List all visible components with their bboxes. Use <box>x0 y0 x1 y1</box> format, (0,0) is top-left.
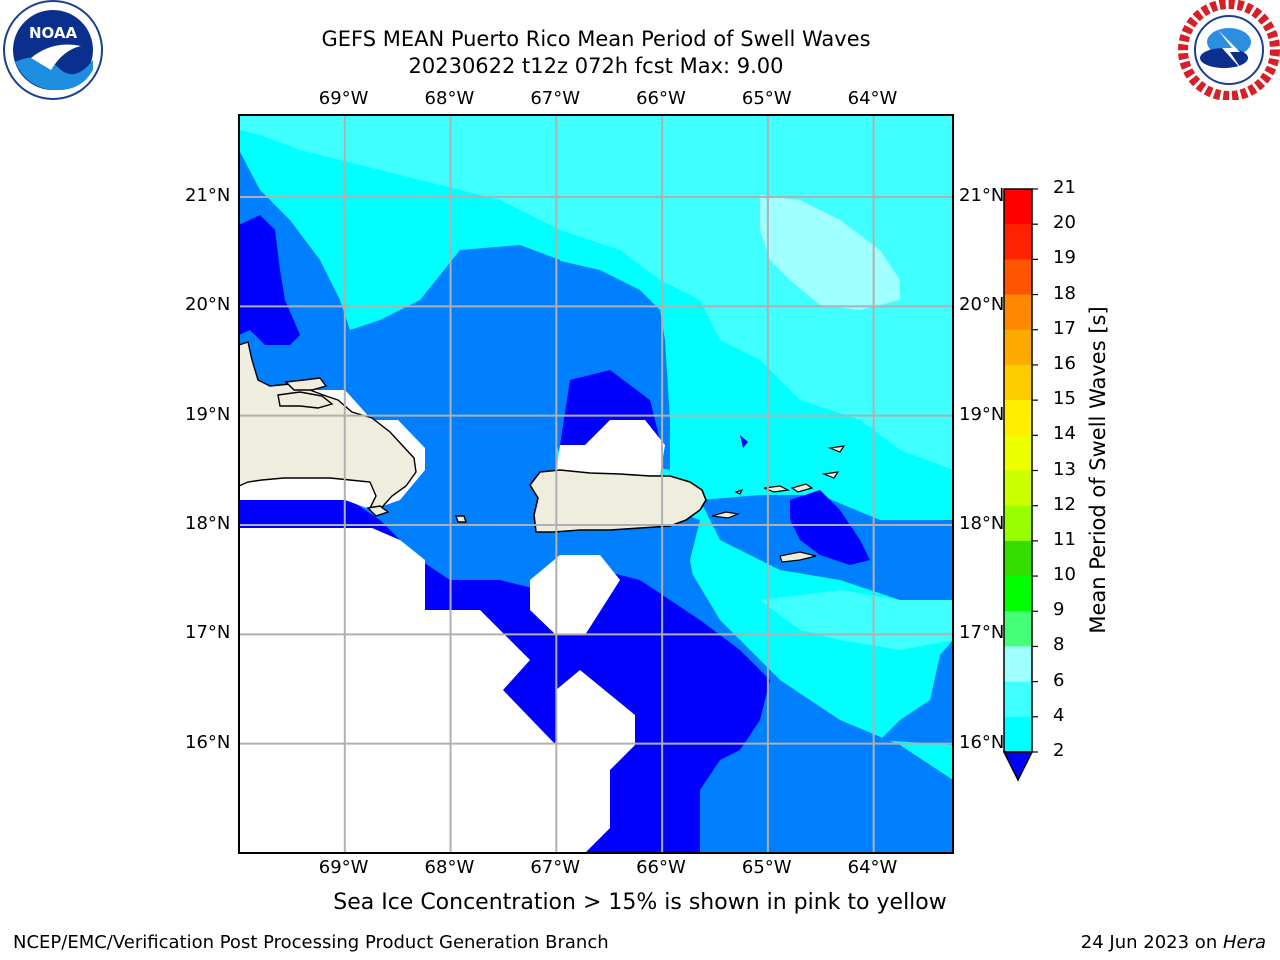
nodata-pr-south <box>530 555 620 635</box>
colorbar-segment <box>1004 189 1032 225</box>
colorbar-tick-label: 9 <box>1053 599 1065 621</box>
colorbar-segment <box>1004 681 1032 718</box>
colorbar-segment <box>1004 646 1032 683</box>
colorbar-segment <box>1004 540 1032 577</box>
noaa-logo-text: NOAA <box>29 24 78 42</box>
colorbar-tick-label: 8 <box>1053 634 1065 656</box>
ocean-2-4-virgin <box>790 490 870 565</box>
run-date: 24 Jun 2023 on Hera <box>1081 932 1266 953</box>
lat-label-left: 21°N <box>185 185 231 206</box>
land-stcroix <box>779 551 817 563</box>
lat-label-right: 18°N <box>959 513 1005 534</box>
lon-label-top: 64°W <box>847 88 898 109</box>
lat-label-left: 20°N <box>185 294 231 316</box>
lat-label-right: 16°N <box>959 731 1005 753</box>
colorbar-tick-label: 13 <box>1053 458 1076 480</box>
colorbar-segment <box>1004 505 1032 542</box>
land-virgin-1 <box>711 511 741 519</box>
ocean-6-8-east <box>680 410 953 530</box>
lat-label-right: 17°N <box>959 622 1005 644</box>
lon-label-bottom: 65°W <box>741 857 792 878</box>
colorbar-tick-label: 14 <box>1053 423 1076 445</box>
graticule <box>239 115 953 853</box>
lon-label-top: 67°W <box>530 88 581 109</box>
credit-line: NCEP/EMC/Verification Post Processing Pr… <box>13 932 609 953</box>
ocean-2-4-east <box>740 435 748 448</box>
colorbar-tick-label: 16 <box>1053 352 1076 374</box>
colorbar-tick-label: 10 <box>1053 564 1076 586</box>
land-hispaniola <box>239 341 417 516</box>
colorbar-tick-label: 18 <box>1053 282 1076 304</box>
colorbar <box>1002 188 1038 782</box>
lat-label-left: 17°N <box>185 622 231 644</box>
colorbar-segment <box>1004 224 1032 260</box>
colorbar-segment <box>1004 435 1032 471</box>
lat-label-right: 19°N <box>959 403 1005 425</box>
land-virgin-2 <box>763 485 790 493</box>
nws-logo <box>1178 0 1280 100</box>
lon-label-bottom: 68°W <box>424 857 475 878</box>
colorbar-segment <box>1004 259 1032 296</box>
lon-label-top: 68°W <box>424 88 475 109</box>
lat-label-right: 20°N <box>959 294 1005 316</box>
colorbar-segment <box>1004 576 1032 612</box>
sea-ice-note: Sea Ice Concentration > 15% is shown in … <box>333 890 947 915</box>
lon-label-bottom: 69°W <box>318 857 369 878</box>
machine-name: Hera <box>1222 932 1266 953</box>
colorbar-tick-label: 17 <box>1053 317 1076 339</box>
land-south-island <box>366 505 390 517</box>
colorbar-segment <box>1004 400 1032 436</box>
lat-label-left: 18°N <box>185 513 231 534</box>
ocean-2-4-small <box>685 675 725 707</box>
lon-label-bottom: 67°W <box>530 857 581 878</box>
lon-label-bottom: 64°W <box>847 857 898 878</box>
nodata-mona <box>556 420 665 475</box>
colorbar-label: Mean Period of Swell Waves [s] <box>1086 306 1110 634</box>
chart-title: GEFS MEAN Puerto Rico Mean Period of Swe… <box>321 27 871 51</box>
lat-label-left: 19°N <box>185 403 231 425</box>
land-hispaniola-north <box>277 391 334 409</box>
land-virgin-5 <box>827 445 846 453</box>
colorbar-segment <box>1004 470 1032 507</box>
lon-label-top: 66°W <box>636 88 686 109</box>
colorbar-segment <box>1004 716 1032 753</box>
land-small-island <box>284 377 328 391</box>
colorbar-tick-label: 15 <box>1053 388 1076 410</box>
colorbar-tick-label: 19 <box>1053 247 1076 269</box>
colorbar-tick-label: 12 <box>1053 493 1076 515</box>
ocean-2-4-nw <box>239 215 300 345</box>
land-virgin-3 <box>790 483 814 493</box>
lon-label-top: 69°W <box>318 88 369 109</box>
chart-subtitle: 20230622 t12z 072h fcst Max: 9.00 <box>408 54 784 78</box>
colorbar-segment <box>1004 294 1032 331</box>
land-saona <box>455 515 467 523</box>
colorbar-tick-label: 21 <box>1053 177 1076 198</box>
noaa-logo: NOAA <box>3 0 103 100</box>
ocean-9-10 <box>760 195 900 310</box>
date-text: 24 Jun 2023 on <box>1080 932 1223 953</box>
colorbar-segment <box>1004 329 1032 366</box>
lat-label-left: 16°N <box>185 731 231 753</box>
colorbar-segment <box>1004 611 1032 647</box>
lon-label-bottom: 66°W <box>636 857 686 878</box>
colorbar-tick-label: 11 <box>1053 528 1076 550</box>
lon-label-top: 65°W <box>741 88 792 109</box>
colorbar-tick-label: 20 <box>1053 212 1076 234</box>
colorbar-tick-label: 2 <box>1053 740 1065 761</box>
land-virgin-4 <box>821 471 840 479</box>
colorbar-extend-arrow <box>1002 751 1034 782</box>
colorbar-tick-label: 4 <box>1053 704 1065 726</box>
colorbar-segment <box>1004 364 1032 401</box>
map-frame <box>238 114 954 854</box>
land-virgin-6 <box>734 488 744 495</box>
lat-label-right: 21°N <box>959 185 1005 206</box>
nodata-sw <box>239 528 635 853</box>
colorbar-tick-label: 6 <box>1053 669 1065 691</box>
